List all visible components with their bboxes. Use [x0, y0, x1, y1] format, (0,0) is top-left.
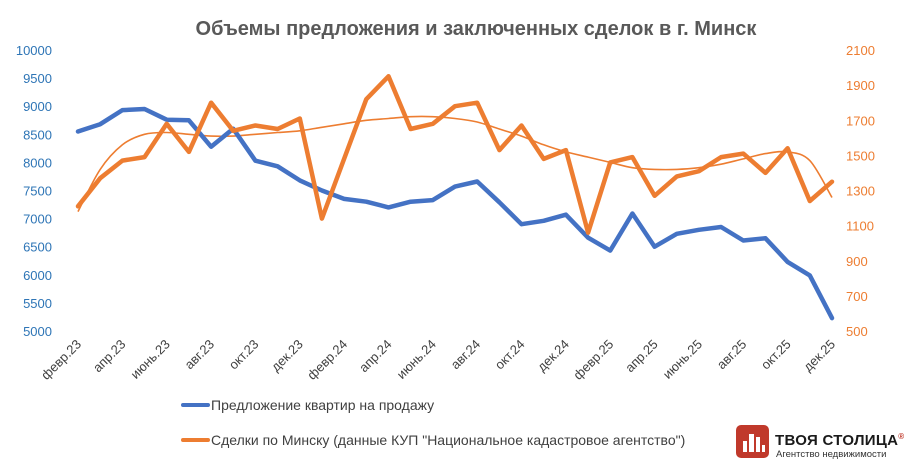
right-tick-label: 1100 — [846, 219, 874, 234]
right-tick-label: 1300 — [846, 184, 875, 199]
left-tick-label: 8000 — [23, 155, 52, 170]
left-tick-label: 5000 — [23, 324, 52, 339]
x-tick-label: дек.24 — [534, 337, 572, 375]
left-axis-ticks: 10000 9500 9000 8500 8000 7500 7000 6500 6000 550… — [16, 43, 52, 339]
deals-series-line — [75, 74, 835, 235]
left-tick-label: 9000 — [23, 99, 52, 114]
left-tick-label: 8500 — [23, 127, 52, 142]
left-tick-label: 5500 — [23, 296, 52, 311]
right-tick-label: 1500 — [846, 148, 875, 163]
logo-tagline: Агентство недвижимости — [776, 449, 886, 460]
left-tick-label: 6000 — [23, 268, 52, 283]
legend: Предложение квартир на продажу Сделки по… — [181, 397, 685, 448]
right-tick-label: 900 — [846, 254, 868, 269]
x-tick-label: окт.25 — [758, 337, 794, 373]
left-tick-label: 7500 — [23, 184, 52, 199]
x-axis-ticks: февр.23 апр.23 июнь.23 авг.23 окт.23 дек.23фе… — [38, 337, 838, 383]
x-tick-label: авг.25 — [714, 337, 750, 373]
x-tick-label: февр.23 — [38, 337, 84, 383]
x-tick-label: авг.23 — [182, 337, 218, 373]
logo: ТВОЯ СТОЛИЦА® Агентство недвижимости — [736, 425, 904, 460]
x-tick-label: дек.25 — [800, 337, 838, 375]
x-tick-label: дек.23 — [268, 337, 306, 375]
x-tick-label: июнь.25 — [660, 337, 705, 382]
x-tick-label: июнь.24 — [394, 337, 439, 382]
x-tick-label: окт.24 — [492, 337, 528, 373]
left-tick-label: 10000 — [16, 43, 52, 58]
right-axis-ticks: 2100 1900 1700 1500 1300 1100 900 700 500 — [846, 43, 875, 339]
x-tick-label: апр.23 — [90, 337, 129, 376]
deals-trendline — [77, 115, 833, 212]
right-tick-label: 500 — [846, 324, 868, 339]
x-tick-label: февр.24 — [304, 337, 350, 383]
offer-series-line — [75, 106, 835, 321]
series-lines — [75, 74, 835, 321]
logo-name: ТВОЯ СТОЛИЦА® — [775, 432, 904, 449]
x-tick-label: апр.24 — [356, 337, 395, 376]
right-tick-label: 700 — [846, 289, 868, 304]
x-tick-label: авг.24 — [448, 337, 484, 373]
legend-label-deals: Сделки по Минску (данные КУП "Национальн… — [211, 432, 685, 448]
left-tick-label: 6500 — [23, 240, 52, 255]
x-tick-label: апр.25 — [622, 337, 661, 376]
x-tick-label: июнь.23 — [128, 337, 173, 382]
right-tick-label: 1900 — [846, 78, 875, 93]
right-tick-label: 2100 — [846, 43, 875, 58]
chart-title: Объемы предложения и заключенных сделок … — [196, 18, 758, 40]
x-tick-label: февр.25 — [570, 337, 616, 383]
legend-label-offer: Предложение квартир на продажу — [211, 397, 434, 413]
left-tick-label: 9500 — [23, 71, 52, 86]
right-tick-label: 1700 — [846, 113, 875, 128]
left-tick-label: 7000 — [23, 212, 52, 227]
x-tick-label: окт.23 — [226, 337, 262, 373]
